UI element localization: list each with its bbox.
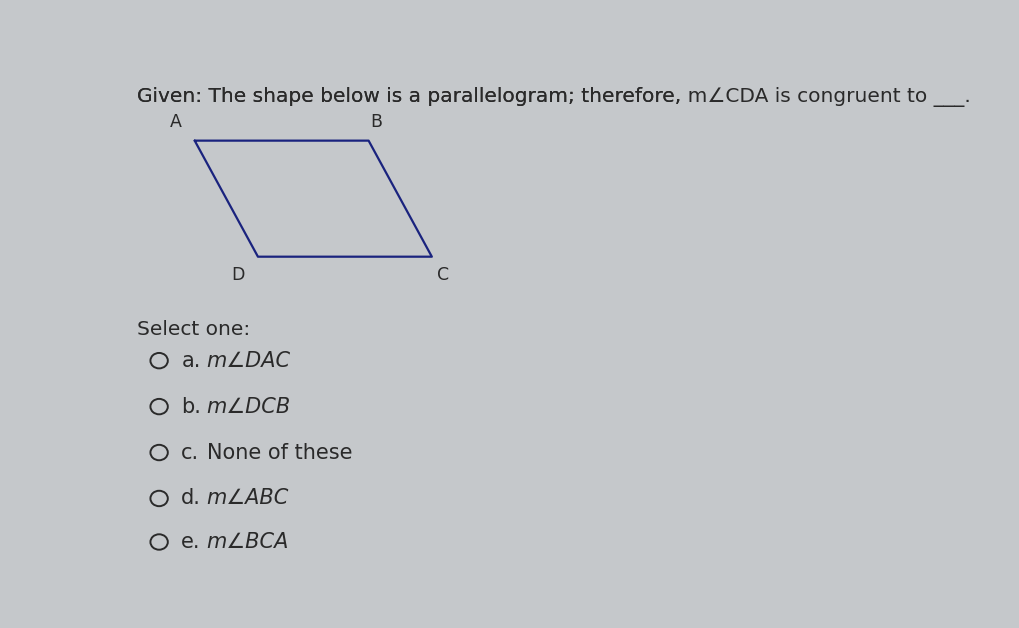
Text: d.: d. (181, 489, 201, 509)
Text: c.: c. (181, 443, 199, 463)
Text: D: D (231, 266, 245, 284)
Text: B: B (370, 113, 382, 131)
Text: e.: e. (181, 532, 201, 552)
Text: m∠ABC: m∠ABC (206, 489, 288, 509)
Text: A: A (169, 113, 181, 131)
Text: m∠DCB: m∠DCB (206, 397, 290, 416)
Text: m∠BCA: m∠BCA (206, 532, 288, 552)
Text: m∠DAC: m∠DAC (206, 350, 290, 371)
Text: b.: b. (181, 397, 201, 416)
Text: C: C (437, 266, 449, 284)
Text: Given: The shape below is a parallelogram; therefore, m∠CDA is congruent to ___.: Given: The shape below is a parallelogra… (137, 87, 970, 107)
Text: None of these: None of these (206, 443, 352, 463)
Text: Given: The shape below is a parallelogram; therefore,: Given: The shape below is a parallelogra… (137, 87, 687, 107)
Text: Select one:: Select one: (137, 320, 250, 338)
Text: a.: a. (181, 350, 201, 371)
